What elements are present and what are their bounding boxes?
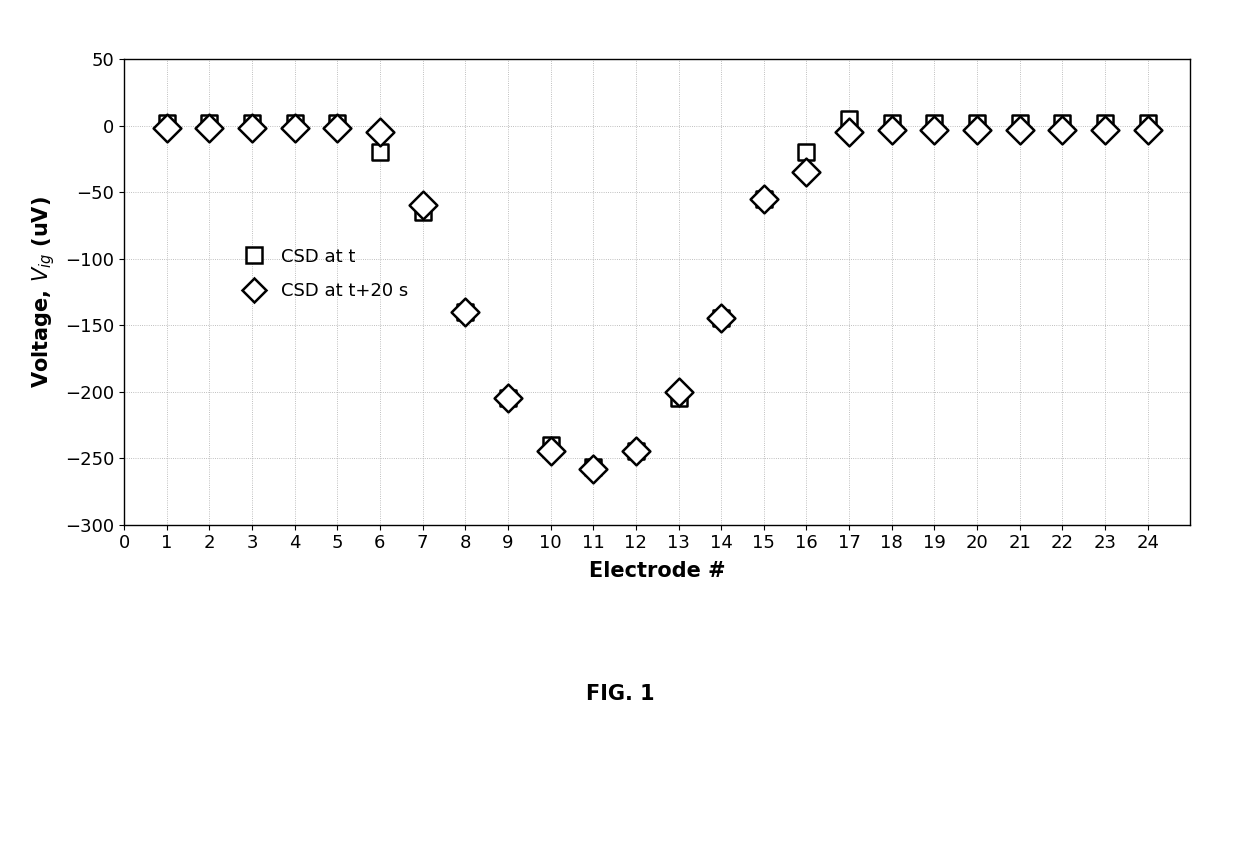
Legend: CSD at t, CSD at t+20 s: CSD at t, CSD at t+20 s — [229, 240, 415, 307]
CSD at t — [1053, 116, 1073, 129]
CSD at t+20 s — [413, 199, 433, 212]
CSD at t — [455, 305, 475, 319]
CSD at t — [327, 116, 347, 129]
CSD at t — [1009, 116, 1029, 129]
CSD at t — [882, 116, 901, 129]
CSD at t+20 s — [925, 123, 945, 136]
CSD at t — [413, 206, 433, 219]
CSD at t — [626, 445, 646, 459]
CSD at t+20 s — [327, 122, 347, 135]
CSD at t — [285, 116, 305, 129]
CSD at t+20 s — [1138, 123, 1158, 136]
CSD at t+20 s — [200, 122, 219, 135]
CSD at t+20 s — [626, 445, 646, 459]
CSD at t — [156, 116, 176, 129]
CSD at t — [796, 146, 816, 159]
CSD at t — [925, 116, 945, 129]
CSD at t — [498, 392, 518, 405]
CSD at t — [200, 116, 219, 129]
CSD at t — [668, 392, 688, 405]
CSD at t+20 s — [967, 123, 987, 136]
CSD at t+20 s — [796, 166, 816, 179]
CSD at t — [583, 460, 603, 474]
CSD at t+20 s — [370, 125, 389, 139]
CSD at t+20 s — [541, 445, 560, 459]
X-axis label: Electrode #: Electrode # — [589, 561, 725, 580]
CSD at t — [712, 311, 732, 325]
CSD at t+20 s — [498, 392, 518, 405]
CSD at t+20 s — [242, 122, 262, 135]
CSD at t+20 s — [1053, 123, 1073, 136]
CSD at t+20 s — [712, 311, 732, 325]
Text: FIG. 1: FIG. 1 — [585, 684, 655, 704]
CSD at t+20 s — [668, 385, 688, 398]
CSD at t — [242, 116, 262, 129]
CSD at t+20 s — [455, 305, 475, 319]
CSD at t — [967, 116, 987, 129]
CSD at t — [839, 113, 859, 126]
CSD at t — [370, 146, 389, 159]
Y-axis label: Voltage, $V_{ig}$ (uV): Voltage, $V_{ig}$ (uV) — [30, 196, 57, 387]
CSD at t+20 s — [1095, 123, 1115, 136]
CSD at t+20 s — [285, 122, 305, 135]
CSD at t — [1095, 116, 1115, 129]
CSD at t+20 s — [839, 125, 859, 139]
CSD at t+20 s — [754, 192, 774, 206]
CSD at t+20 s — [583, 462, 603, 475]
CSD at t — [1138, 116, 1158, 129]
CSD at t — [541, 438, 560, 452]
CSD at t — [754, 192, 774, 206]
CSD at t+20 s — [1009, 123, 1029, 136]
CSD at t+20 s — [882, 123, 901, 136]
CSD at t+20 s — [156, 122, 176, 135]
